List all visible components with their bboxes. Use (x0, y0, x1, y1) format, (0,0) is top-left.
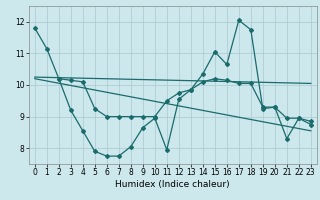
X-axis label: Humidex (Indice chaleur): Humidex (Indice chaleur) (116, 180, 230, 189)
